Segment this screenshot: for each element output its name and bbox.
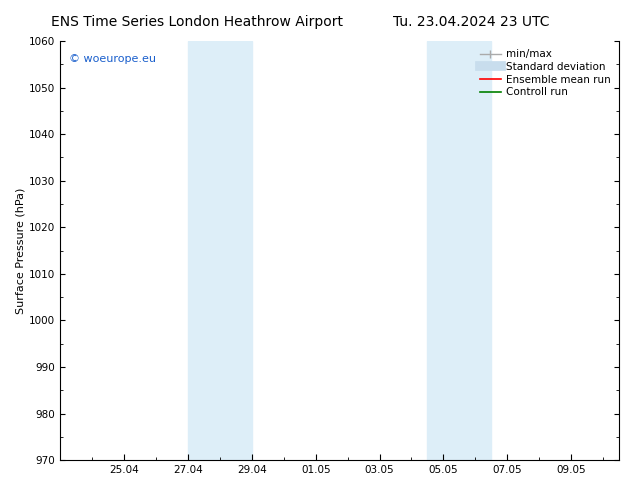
Legend: min/max, Standard deviation, Ensemble mean run, Controll run: min/max, Standard deviation, Ensemble me… [477,46,614,100]
Text: Tu. 23.04.2024 23 UTC: Tu. 23.04.2024 23 UTC [393,15,550,29]
Y-axis label: Surface Pressure (hPa): Surface Pressure (hPa) [15,187,25,314]
Bar [427,41,491,460]
Bar [188,41,252,460]
Text: ENS Time Series London Heathrow Airport: ENS Time Series London Heathrow Airport [51,15,343,29]
Text: © woeurope.eu: © woeurope.eu [68,53,156,64]
Title: ENS Time Series London Heathrow Airport     Tu. 23.04.2024 23 UTC: ENS Time Series London Heathrow Airport … [0,489,1,490]
